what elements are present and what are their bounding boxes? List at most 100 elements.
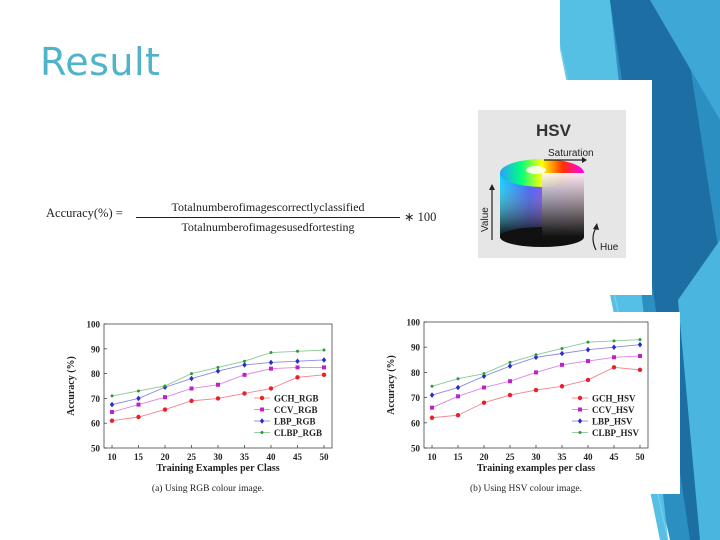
- hsv-point-gch_hsv: [637, 367, 643, 373]
- rgb-legend-marker: [259, 395, 265, 401]
- rgb-ytick-label: 60: [91, 419, 101, 429]
- hsv-xtick-label: 15: [454, 452, 464, 462]
- top-center-white: [526, 166, 546, 174]
- rgb-point-lbp_rgb: [136, 395, 141, 402]
- formula-denominator: Totalnumberofimagesusedfortesting: [181, 220, 355, 234]
- rgb-point-clbp_rgb: [190, 372, 193, 376]
- hsv-xtick-label: 30: [532, 452, 542, 462]
- hsv-legend-label: LBP_HSV: [592, 417, 633, 427]
- hsv-chart-svg: 50 60 70 80 90 100 10 15 20 25 30 35 40 45 50 Training …: [386, 318, 649, 494]
- rgb-point-gch_rgb: [268, 386, 274, 391]
- hsv-point-lbp_hsv: [507, 363, 513, 369]
- rgb-legend-label: GCH_RGB: [274, 394, 319, 404]
- rgb-y-axis-label: Accuracy (%): [66, 356, 77, 416]
- hsv-legend-label: GCH_HSV: [592, 394, 636, 404]
- rgb-point-ccv_rgb: [295, 365, 300, 370]
- hue-arrowhead: [593, 223, 599, 230]
- hsv-point-gch_hsv: [481, 400, 487, 405]
- hsv-ytick-label: 70: [411, 393, 421, 403]
- hsv-point-lbp_hsv: [455, 384, 461, 391]
- saturation-arrowhead: [582, 157, 587, 163]
- formula-lhs: Accuracy(%) =: [46, 206, 123, 220]
- hsv-title: HSV: [536, 121, 572, 140]
- hsv-point-gch_hsv: [533, 387, 539, 393]
- rgb-chart-caption: (a) Using RGB colour image.: [152, 483, 264, 494]
- hsv-legend-marker: [578, 407, 582, 412]
- hsv-xtick-label: 10: [428, 452, 438, 462]
- rgb-ytick-label: 70: [91, 394, 101, 404]
- rgb-point-ccv_rgb: [216, 382, 220, 387]
- hsv-point-gch_hsv: [507, 392, 513, 398]
- rgb-xtick-label: 10: [108, 452, 118, 462]
- hsv-point-ccv_hsv: [638, 354, 642, 359]
- rgb-xtick-label: 40: [267, 452, 277, 462]
- hsv-chart-caption: (b) Using HSV colour image.: [470, 483, 582, 494]
- value-label: Value: [480, 207, 491, 232]
- cylinder-cutaway: [542, 173, 584, 237]
- saturation-label: Saturation: [548, 148, 594, 159]
- rgb-point-clbp_rgb: [163, 384, 167, 388]
- hsv-point-clbp_hsv: [560, 346, 564, 350]
- hsv-y-axis-label: Accuracy (%): [386, 355, 397, 415]
- hsv-point-clbp_hsv: [612, 339, 616, 343]
- hsv-point-ccv_hsv: [456, 394, 460, 399]
- rgb-legend-marker: [260, 431, 264, 434]
- hsv-point-gch_hsv: [559, 384, 565, 389]
- hsv-legend-marker: [577, 418, 583, 424]
- rgb-xtick-label: 15: [134, 452, 144, 462]
- rgb-point-ccv_rgb: [110, 410, 114, 415]
- hue-label: Hue: [600, 242, 619, 253]
- hsv-point-ccv_hsv: [430, 405, 434, 410]
- rgb-point-gch_rgb: [295, 375, 300, 380]
- hsv-point-clbp_hsv: [482, 372, 486, 376]
- formula-fraction: Totalnumberofimagescorrectlyclassified T…: [136, 200, 400, 235]
- rgb-point-ccv_rgb: [136, 402, 141, 407]
- rgb-ytick-label: 80: [91, 369, 101, 379]
- rgb-point-lbp_rgb: [242, 362, 247, 368]
- hsv-point-lbp_hsv: [429, 392, 435, 398]
- rgb-legend-marker: [260, 407, 264, 412]
- hsv-xtick-label: 50: [636, 452, 646, 462]
- rgb-xtick-label: 30: [214, 452, 224, 462]
- hsv-ytick-label: 60: [411, 418, 421, 428]
- hsv-point-ccv_hsv: [612, 355, 616, 360]
- rgb-ytick-label: 100: [87, 320, 101, 330]
- hsv-point-gch_hsv: [611, 365, 617, 370]
- hsv-legend-label: CLBP_HSV: [592, 428, 640, 438]
- hsv-point-lbp_hsv: [559, 350, 565, 357]
- hsv-legend-marker: [578, 431, 582, 434]
- rgb-accuracy-chart: 50 60 70 80 90 100 10 15 20 25 30 35 40 45 50 Training …: [48, 312, 368, 494]
- hsv-point-lbp_hsv: [481, 373, 487, 379]
- hsv-point-gch_hsv: [585, 377, 591, 383]
- rgb-point-lbp_rgb: [215, 368, 221, 374]
- rgb-xtick-label: 50: [320, 452, 330, 462]
- hsv-ytick-label: 80: [411, 368, 421, 378]
- rgb-point-ccv_rgb: [163, 395, 167, 400]
- rgb-point-gch_rgb: [189, 398, 194, 404]
- rgb-point-clbp_rgb: [216, 365, 220, 369]
- hsv-xtick-label: 35: [558, 452, 568, 462]
- hsv-point-clbp_hsv: [638, 338, 642, 342]
- hsv-point-ccv_hsv: [560, 362, 564, 367]
- hsv-series-line-clbp_hsv: [431, 339, 641, 387]
- formula-rhs: ∗ 100: [404, 210, 437, 224]
- rgb-point-clbp_rgb: [322, 348, 326, 352]
- hsv-xtick-label: 20: [480, 452, 490, 462]
- hsv-accuracy-chart: 50 60 70 80 90 100 10 15 20 25 30 35 40 45 50 Training …: [368, 312, 680, 494]
- hsv-ytick-label: 100: [407, 318, 421, 328]
- hsv-point-clbp_hsv: [534, 353, 538, 357]
- hsv-ytick-label: 50: [411, 444, 421, 454]
- rgb-point-gch_rgb: [162, 407, 168, 412]
- hsv-legend-label: CCV_HSV: [592, 405, 635, 415]
- rgb-point-lbp_rgb: [295, 358, 300, 364]
- rgb-point-lbp_rgb: [321, 357, 327, 363]
- rgb-chart-svg: 50 60 70 80 90 100 10 15 20 25 30 35 40 45 50 Training …: [66, 320, 333, 494]
- rgb-xtick-label: 25: [187, 452, 197, 462]
- rgb-xtick-label: 20: [161, 452, 171, 462]
- hsv-xtick-label: 40: [584, 452, 594, 462]
- hsv-point-clbp_hsv: [508, 360, 512, 364]
- rgb-point-gch_rgb: [109, 418, 115, 423]
- hsv-point-ccv_hsv: [508, 379, 512, 384]
- rgb-point-ccv_rgb: [189, 386, 194, 391]
- hsv-x-axis-label: Training examples per class: [477, 463, 595, 474]
